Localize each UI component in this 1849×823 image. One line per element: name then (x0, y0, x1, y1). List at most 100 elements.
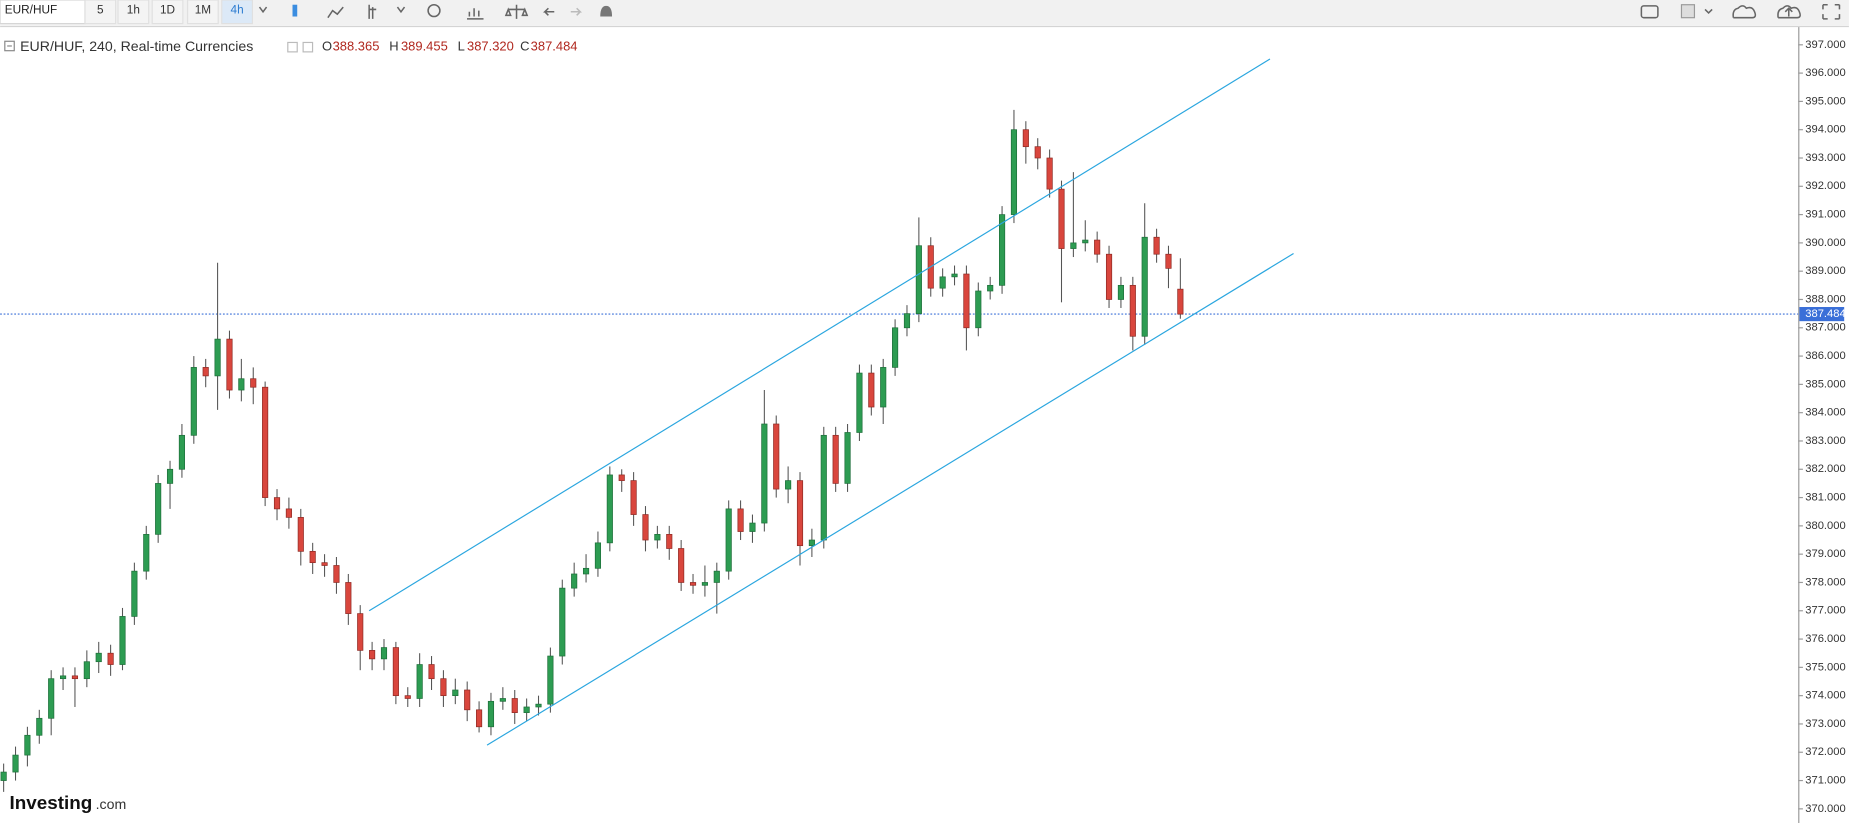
legend-icon[interactable] (302, 41, 314, 53)
camera-icon[interactable] (1640, 5, 1659, 19)
y-tick-label: 383.000 (1805, 435, 1845, 447)
interval-label[interactable]: 5 (97, 4, 104, 17)
candle-body (202, 367, 209, 377)
candle-body (511, 698, 518, 713)
y-tick-label: 390.000 (1805, 237, 1845, 249)
y-tick-label: 393.000 (1805, 152, 1845, 164)
settings-icon[interactable] (427, 3, 441, 18)
cloud-save-icon[interactable] (1777, 5, 1801, 19)
candle-body (1046, 157, 1053, 190)
y-tick-label: 384.000 (1805, 407, 1845, 419)
low-value: 387.320 (467, 39, 514, 54)
candle-body (1070, 242, 1077, 249)
candle-body (832, 434, 839, 484)
candle-body (915, 245, 922, 314)
candle-body (321, 562, 328, 566)
candle-body (654, 534, 661, 541)
candle-body (796, 480, 804, 547)
y-tick-label: 387.000 (1805, 322, 1845, 334)
candle-body (262, 386, 269, 498)
cloud-load-icon[interactable] (1732, 5, 1757, 19)
plot-area: 370.000 371.000 372.000 373.000 374.000 375.0… (0, 39, 1846, 815)
candle-body (725, 508, 732, 572)
candle-body (594, 542, 602, 569)
indicator-icon[interactable] (327, 6, 344, 19)
interval-button[interactable] (186, 0, 219, 25)
y-tick-label: 395.000 (1805, 95, 1845, 107)
fullscreen-icon[interactable] (1822, 3, 1841, 20)
y-tick-label: 376.000 (1805, 633, 1845, 645)
candle-body (844, 432, 851, 484)
interval-label[interactable]: 1D (160, 4, 175, 17)
candle-body (808, 539, 815, 547)
interval-label[interactable]: 1h (127, 4, 140, 17)
candle-body (713, 570, 720, 583)
channel-line (368, 58, 1271, 612)
y-tick-label: 378.000 (1805, 576, 1845, 588)
candle-body (666, 534, 673, 549)
candle-body (226, 338, 233, 391)
dropdown-icon[interactable] (258, 6, 268, 14)
dropdown-icon[interactable] (396, 6, 406, 14)
interval-button[interactable] (117, 0, 150, 25)
y-tick-label: 391.000 (1805, 209, 1845, 221)
interval-button[interactable] (151, 0, 184, 25)
candle-body (773, 423, 780, 490)
symbol[interactable]: EUR/HUF (5, 4, 57, 17)
candle-body (345, 582, 352, 614)
candle-body (1058, 188, 1065, 249)
close-label: C (520, 39, 529, 54)
candle-body (618, 474, 625, 481)
layout-icon[interactable] (1680, 4, 1696, 19)
interval-label[interactable]: 1M (195, 4, 211, 17)
y-tick-label: 371.000 (1805, 775, 1845, 787)
candle-body (535, 703, 542, 708)
y-tick-label: 397.000 (1805, 39, 1845, 51)
interval-button[interactable] (84, 0, 117, 25)
candle-body (178, 434, 185, 470)
open-value: 388.365 (333, 39, 380, 54)
candle-body (476, 709, 483, 728)
alert-icon[interactable] (600, 5, 613, 17)
candle-body (380, 647, 388, 660)
candle-body (214, 338, 221, 377)
toolbar (0, 0, 1849, 26)
y-tick-label: 370.000 (1805, 803, 1845, 815)
candle-body (1034, 146, 1041, 159)
y-tick-label: 381.000 (1805, 492, 1845, 504)
y-tick-label: 382.000 (1805, 463, 1845, 475)
candle-icon[interactable] (292, 4, 298, 17)
interval-button[interactable] (221, 0, 254, 25)
candle-body (60, 675, 67, 680)
y-tick-label: 392.000 (1805, 180, 1845, 192)
candle-body (487, 700, 495, 728)
close-value: 387.484 (531, 39, 578, 54)
candle-body (630, 480, 637, 515)
redo-icon[interactable] (570, 7, 583, 16)
collapse-icon[interactable] (4, 40, 15, 52)
candle-body (987, 284, 994, 292)
candle-body (428, 664, 435, 680)
bar-type-icon[interactable] (368, 4, 377, 19)
candle-body (892, 327, 899, 368)
candle-body (737, 508, 744, 532)
candle-body (582, 567, 590, 575)
interval-label[interactable]: 4h (231, 4, 244, 17)
studies-icon[interactable] (467, 8, 484, 20)
candle-body (333, 565, 340, 583)
candle-body (238, 378, 245, 391)
y-tick-label: 389.000 (1805, 265, 1845, 277)
candle-body (416, 664, 423, 699)
candle-body (464, 689, 471, 711)
y-tick-label: 375.000 (1805, 661, 1845, 673)
compare-icon[interactable] (504, 4, 529, 19)
candle-body (48, 678, 55, 719)
undo-icon[interactable] (542, 7, 555, 16)
y-tick-label: 388.000 (1805, 293, 1845, 305)
candle-body (404, 695, 411, 699)
channel-line (486, 252, 1294, 746)
dropdown-icon[interactable] (1704, 8, 1713, 15)
candle-body (297, 517, 304, 552)
legend-icon[interactable] (287, 41, 298, 53)
current-price-label: 387.484 (1805, 308, 1845, 320)
